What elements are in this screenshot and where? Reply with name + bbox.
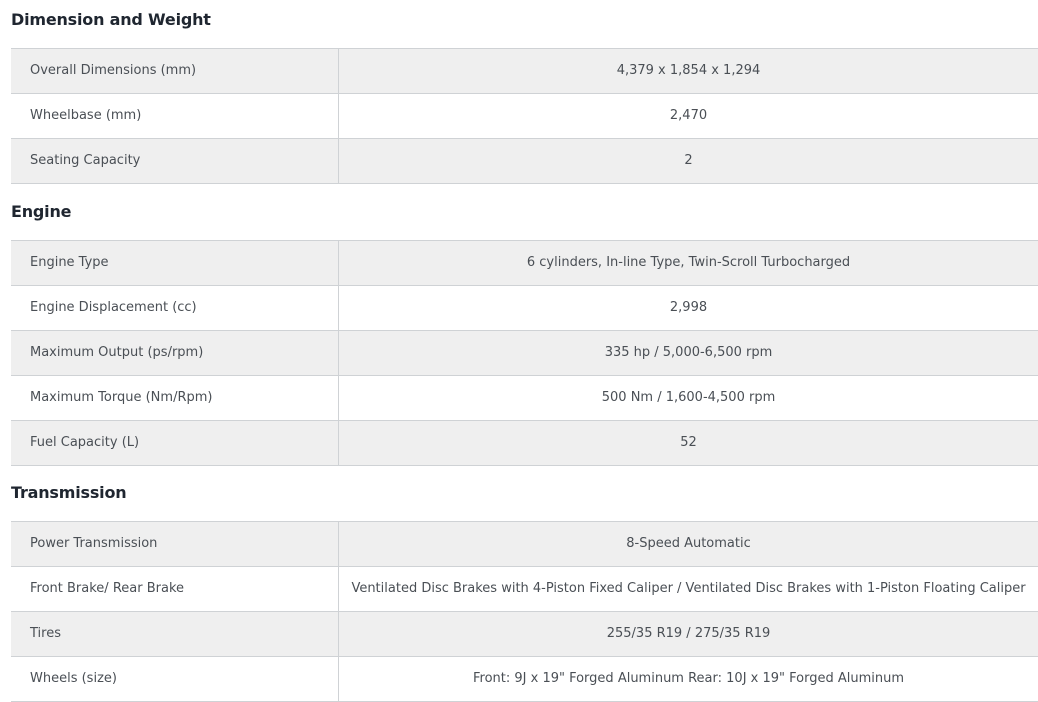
row-label: Engine Type [11,241,339,285]
row-value: 2,470 [669,108,708,123]
row-value: 2 [684,153,693,168]
row-value: 500 Nm / 1,600-4,500 rpm [601,390,776,405]
table-row: Maximum Torque (Nm/Rpm) 500 Nm / 1,600-4… [11,376,1038,421]
section-title-dimension-and-weight: Dimension and Weight [11,10,211,29]
table-row: Tires 255/35 R19 / 275/35 R19 [11,612,1038,657]
row-label: Power Transmission [11,522,339,566]
table-row: Engine Type 6 cylinders, In-line Type, T… [11,241,1038,286]
row-label: Seating Capacity [11,139,339,183]
table-row: Wheels (size) Front: 9J x 19" Forged Alu… [11,657,1038,702]
row-label: Overall Dimensions (mm) [11,49,339,93]
table-row: Wheelbase (mm) 2,470 [11,94,1038,139]
table-row: Power Transmission 8-Speed Automatic [11,522,1038,567]
table-row: Overall Dimensions (mm) 4,379 x 1,854 x … [11,49,1038,94]
section-title-transmission: Transmission [11,483,127,502]
row-label: Wheels (size) [11,657,339,701]
row-value: 335 hp / 5,000-6,500 rpm [604,345,773,360]
spec-table-dimension-and-weight: Overall Dimensions (mm) 4,379 x 1,854 x … [11,48,1038,184]
row-value: 2,998 [669,300,708,315]
row-value: 6 cylinders, In-line Type, Twin-Scroll T… [526,255,851,270]
row-label: Maximum Output (ps/rpm) [11,331,339,375]
row-value: 8-Speed Automatic [626,536,751,551]
row-label: Tires [11,612,339,656]
row-label: Fuel Capacity (L) [11,421,339,465]
table-row: Maximum Output (ps/rpm) 335 hp / 5,000-6… [11,331,1038,376]
row-value: Front: 9J x 19" Forged Aluminum Rear: 10… [472,671,905,686]
row-label: Wheelbase (mm) [11,94,339,138]
spec-table-engine: Engine Type 6 cylinders, In-line Type, T… [11,240,1038,466]
table-row: Front Brake/ Rear Brake Ventilated Disc … [11,567,1038,612]
table-row: Seating Capacity 2 [11,139,1038,184]
table-row: Fuel Capacity (L) 52 [11,421,1038,466]
spec-table-transmission: Power Transmission 8-Speed Automatic Fro… [11,521,1038,702]
row-label: Maximum Torque (Nm/Rpm) [11,376,339,420]
section-title-engine: Engine [11,202,72,221]
row-value: 4,379 x 1,854 x 1,294 [616,63,761,78]
row-value: 52 [680,435,697,450]
row-label: Engine Displacement (cc) [11,286,339,330]
row-label: Front Brake/ Rear Brake [11,567,339,611]
row-value: 255/35 R19 / 275/35 R19 [606,626,771,641]
row-value: Ventilated Disc Brakes with 4-Piston Fix… [351,581,1026,596]
table-row: Engine Displacement (cc) 2,998 [11,286,1038,331]
